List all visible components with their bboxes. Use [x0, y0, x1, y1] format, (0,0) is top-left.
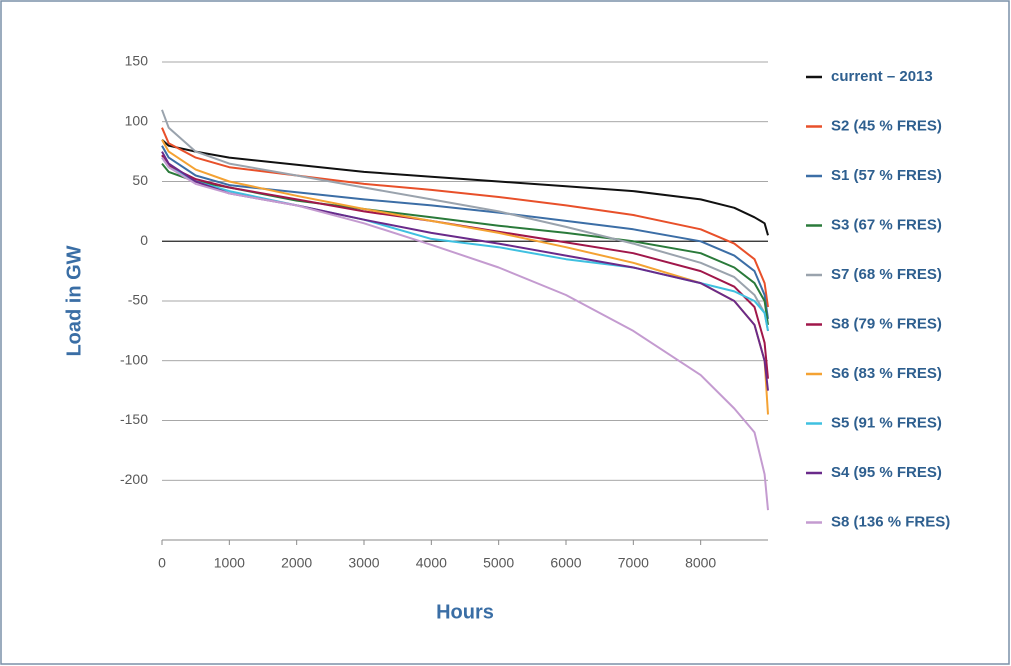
x-tick-label: 3000: [348, 555, 379, 571]
series-line: [161, 157, 769, 511]
series-line: [161, 109, 769, 332]
series-line: [161, 127, 769, 308]
legend-label: S5 (91 % FRES): [831, 414, 942, 431]
y-tick-label: 0: [140, 232, 148, 248]
x-tick-label: 7000: [618, 555, 649, 571]
x-tick-label: 6000: [550, 555, 581, 571]
y-axis-title: Load in GW: [63, 245, 85, 356]
legend-label: S3 (67 % FRES): [831, 216, 942, 233]
series-line: [161, 138, 769, 236]
y-tick-label: 100: [125, 112, 149, 128]
y-tick-label: -100: [120, 351, 148, 367]
y-tick-label: -50: [128, 292, 148, 308]
series-line: [161, 154, 769, 379]
x-tick-label: 4000: [416, 555, 447, 571]
y-tick-label: 150: [125, 53, 149, 69]
y-tick-label: -150: [120, 411, 148, 427]
legend-label: current – 2013: [831, 68, 933, 85]
legend-label: S8 (79 % FRES): [831, 315, 942, 332]
x-tick-label: 5000: [483, 555, 514, 571]
legend-label: S4 (95 % FRES): [831, 464, 942, 481]
legend-label: S7 (68 % FRES): [831, 266, 942, 283]
legend-label: S8 (136 % FRES): [831, 513, 950, 530]
y-tick-label: -200: [120, 471, 148, 487]
y-tick-label: 50: [132, 172, 148, 188]
series-line: [161, 162, 769, 326]
x-tick-label: 8000: [685, 555, 716, 571]
series-line: [161, 145, 769, 320]
x-axis-title: Hours: [436, 601, 494, 623]
legend-label: S6 (83 % FRES): [831, 365, 942, 382]
legend-label: S2 (45 % FRES): [831, 117, 942, 134]
legend-label: S1 (57 % FRES): [831, 167, 942, 184]
series-line: [161, 151, 769, 391]
x-tick-label: 1000: [214, 555, 245, 571]
x-tick-label: 0: [158, 555, 166, 571]
x-tick-label: 2000: [281, 555, 312, 571]
